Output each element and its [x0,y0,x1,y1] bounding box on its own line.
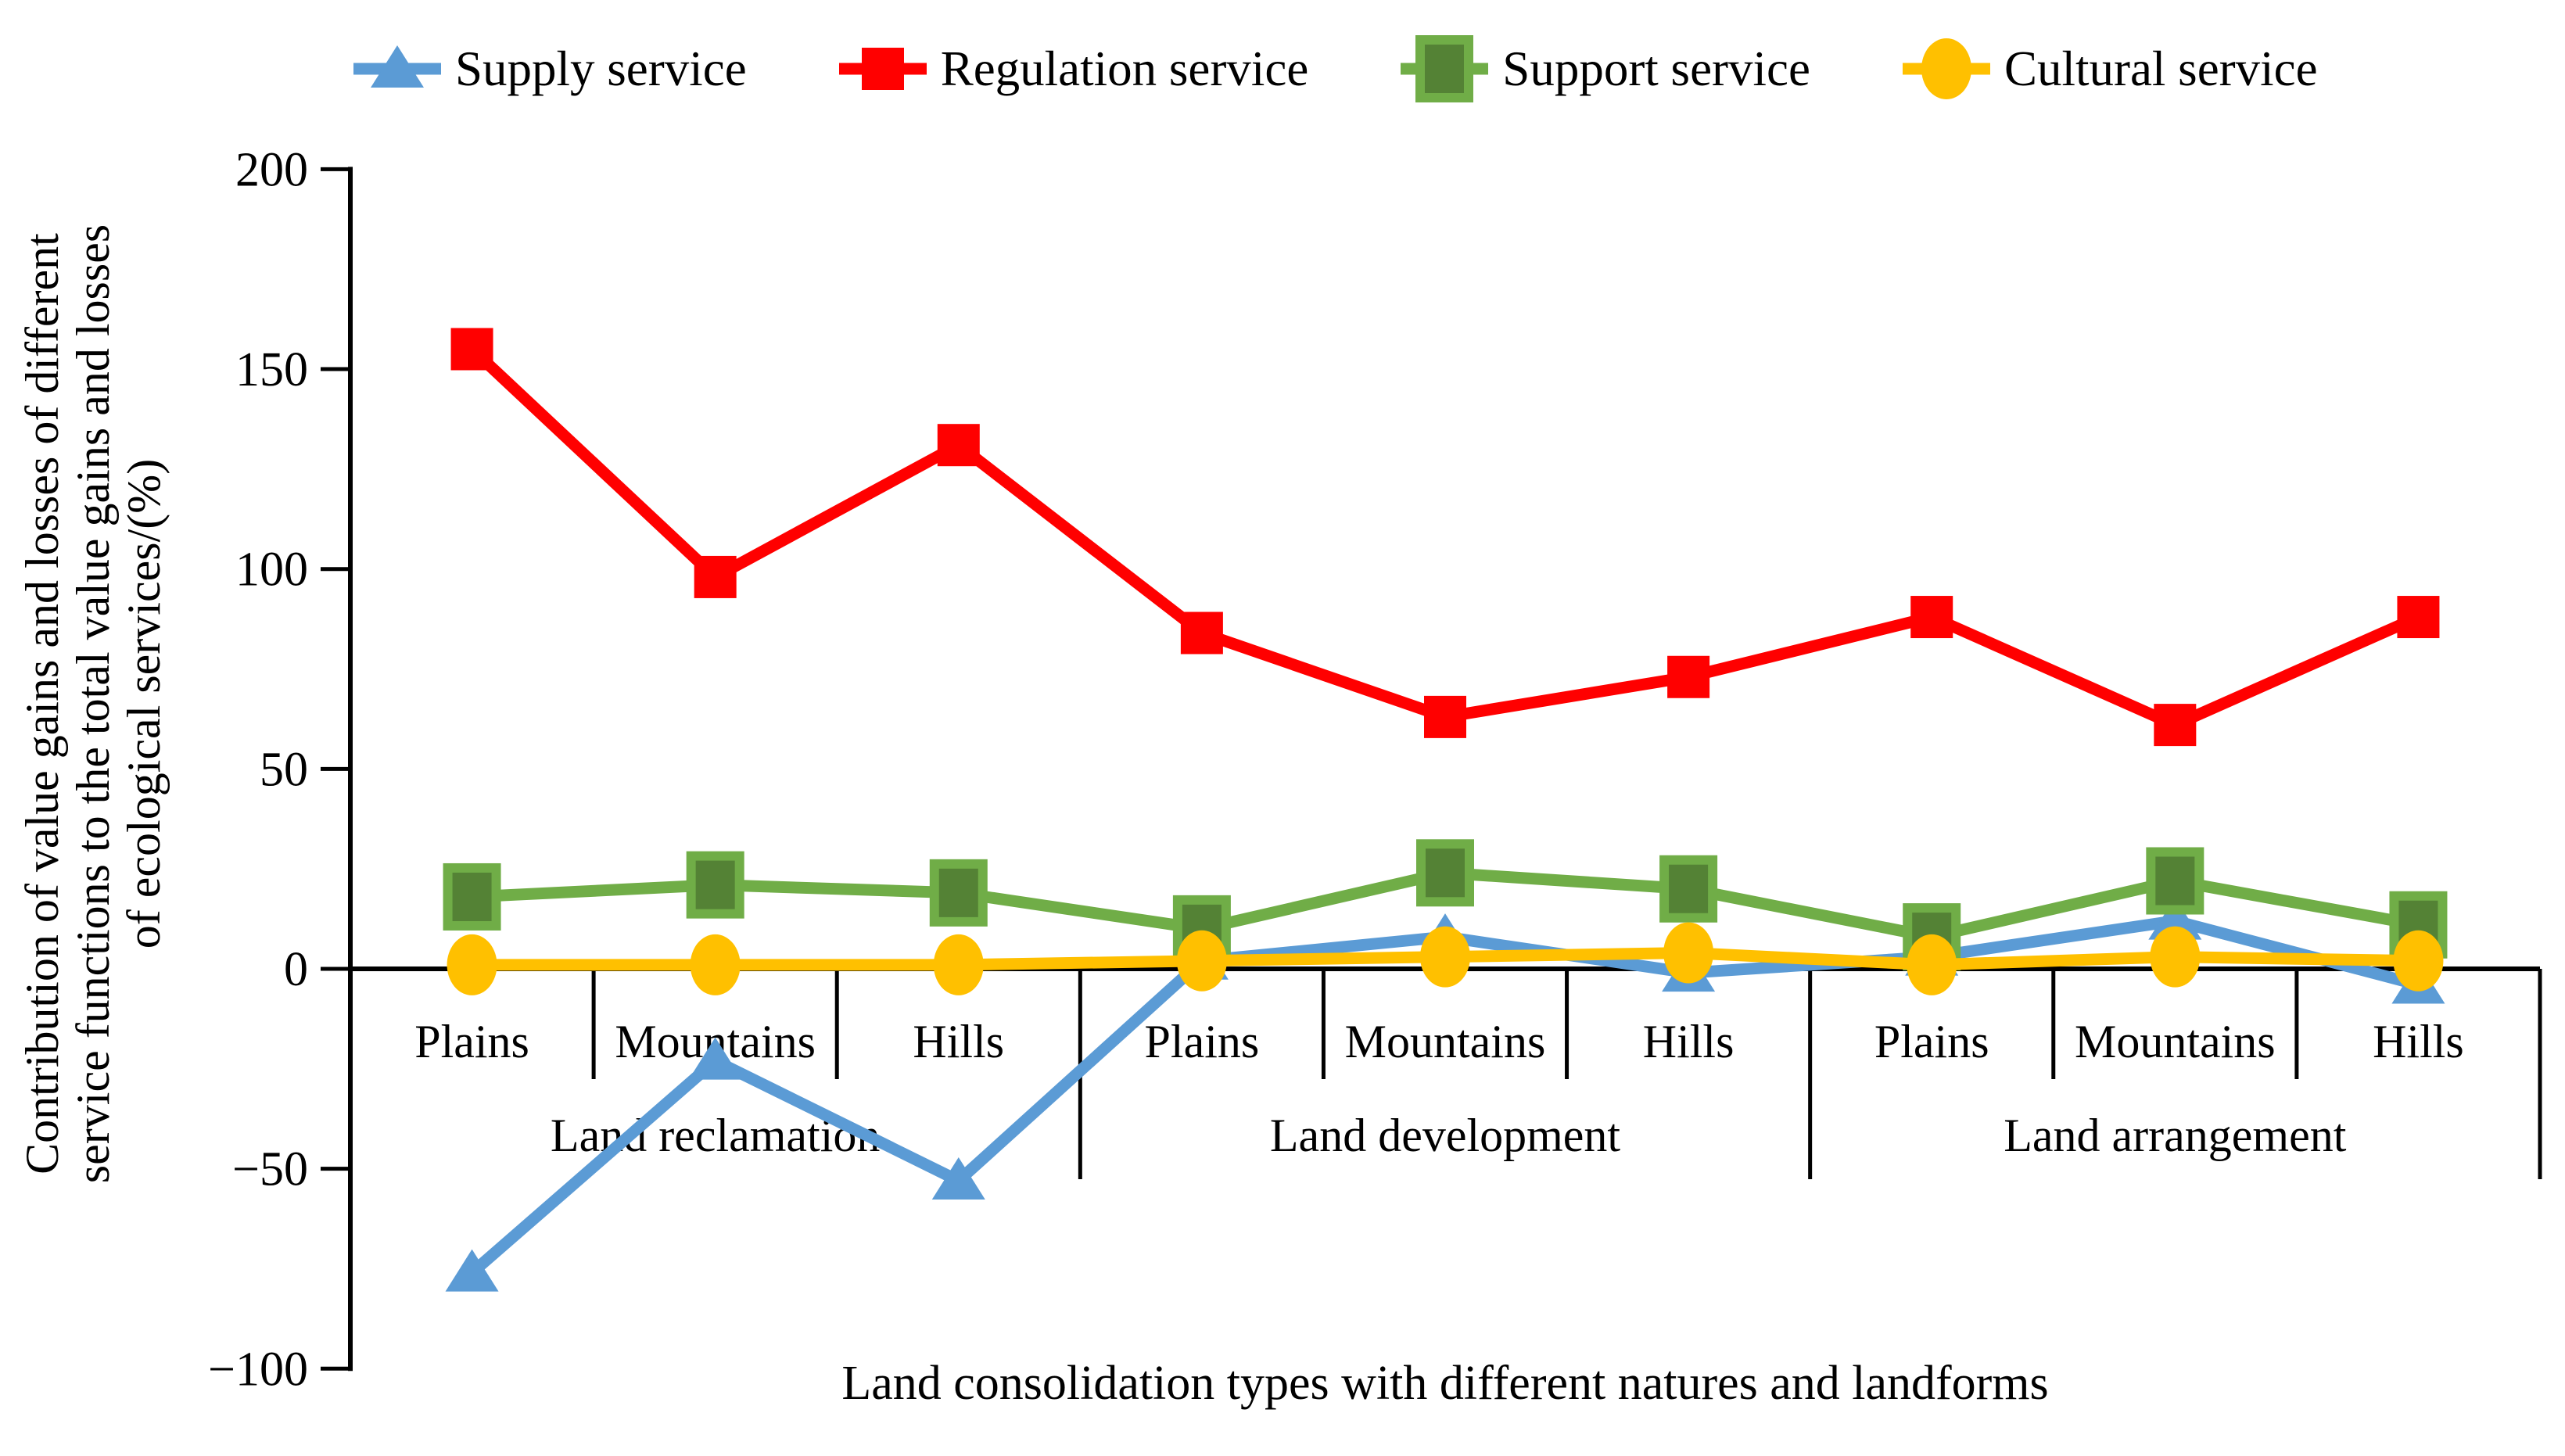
support-service-marker [1659,855,1718,923]
cultural-service-marker [1907,934,1957,995]
support-service-marker [1415,35,1474,102]
y-tick-label: 50 [260,743,308,796]
cultural-service-marker [1420,926,1470,988]
cultural-service-marker [1921,38,1971,99]
group-label: Land arrangement [2004,1110,2346,1161]
category-label: Mountains [1345,1016,1546,1067]
y-axis-title-line: of ecological services/(%) [118,458,170,949]
regulation-service-marker [694,555,737,598]
support-service-marker [686,851,744,919]
cultural-service-marker [447,934,497,995]
cultural-service-marker [2393,930,2444,992]
y-tick-label: 150 [235,343,308,396]
regulation-service-marker [1424,695,1466,738]
legend-label: Regulation service [940,41,1309,96]
category-label: Plains [1145,1016,1260,1067]
regulation-service-marker [2397,596,2440,639]
y-tick-label: 100 [235,543,308,597]
regulation-service-legend-icon [838,48,927,90]
category-label: Hills [913,1016,1004,1067]
supply-service-marker [688,1037,742,1080]
support-service-legend-icon [1401,35,1489,102]
cultural-service-marker [933,934,984,995]
supply-service-marker [445,1249,499,1292]
y-axis-title-line: service functions to the total value gai… [67,224,119,1184]
support-service-marker [2146,847,2204,915]
y-tick-label: 0 [284,943,308,996]
category-label: Plains [1874,1016,1989,1067]
category-label: Mountains [2075,1016,2276,1067]
supply-service-marker [931,1157,985,1200]
cultural-service-legend-icon [1902,38,1990,99]
regulation-service-marker [1180,611,1223,654]
category-label: Hills [2373,1016,2464,1067]
regulation-service-marker [1667,655,1710,698]
legend-label: Cultural service [2004,41,2318,96]
cultural-service-marker [1663,922,1714,984]
x-axis-title: Land consolidation types with different … [841,1357,2049,1410]
support-service-marker [1416,839,1474,907]
regulation-service-marker [937,424,980,467]
legend-label: Supply service [455,41,747,96]
regulation-service-marker [2154,704,2197,747]
cultural-service-marker [2150,926,2201,988]
cultural-service-marker [1176,930,1227,992]
legend: Supply service Regulation service Support … [353,30,2318,108]
regulation-service-marker [1910,596,1953,639]
category-label: Hills [1643,1016,1735,1067]
cultural-service-marker [690,934,741,995]
regulation-service-line [466,342,2424,731]
support-service-marker [929,859,988,927]
regulation-service-marker [450,328,493,371]
y-axis-title-line: Contribution of value gains and losses o… [16,233,68,1174]
supply-service-marker [2148,897,2202,940]
legend-label: Support service [1502,41,1810,96]
legend-item-supply-service: Supply service [353,30,747,108]
supply-service-legend-icon [353,45,441,88]
legend-item-support-service: Support service [1401,30,1810,108]
regulation-service-marker [861,48,904,90]
legend-item-regulation-service: Regulation service [838,30,1309,108]
y-tick-label: −50 [232,1143,308,1196]
y-tick-label: −100 [208,1343,308,1396]
y-axis-title: Contribution of value gains and losses o… [16,63,170,1345]
support-service-marker [443,862,501,931]
category-label: Plains [414,1016,529,1067]
supply-service-marker [371,45,424,88]
legend-item-cultural-service: Cultural service [1902,30,2318,108]
group-label: Land development [1270,1110,1621,1161]
y-tick-label: 200 [235,143,308,196]
